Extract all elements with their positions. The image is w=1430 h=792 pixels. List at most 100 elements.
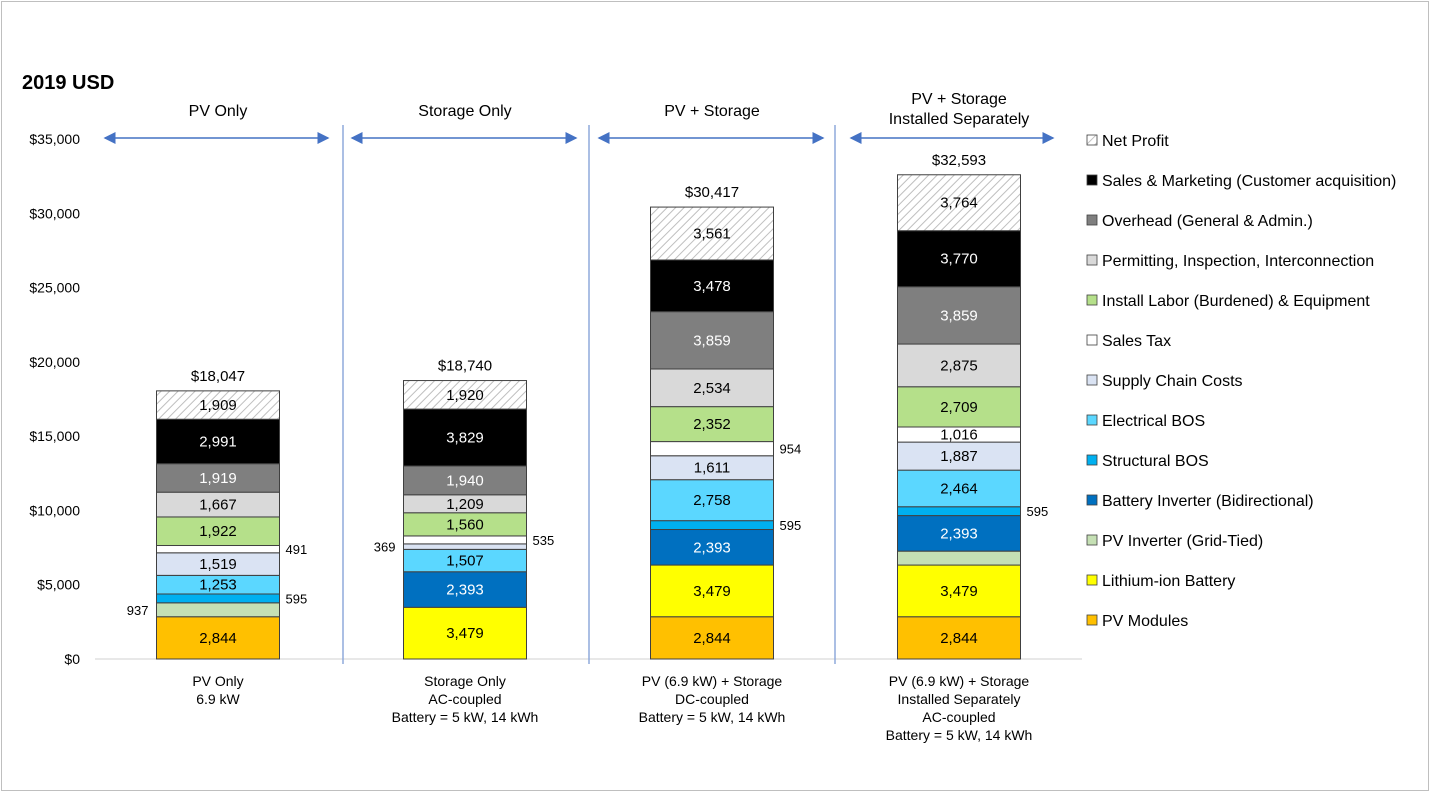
bar-segment: [650, 206, 774, 261]
y-tick-label: $35,000: [29, 131, 80, 147]
total-label: $30,417: [685, 184, 739, 201]
data-label: 2,991: [199, 433, 237, 450]
legend-swatch: [1086, 214, 1098, 226]
data-label: 2,875: [940, 357, 978, 374]
bar-segment: [650, 406, 774, 443]
total-label: $18,740: [438, 358, 492, 375]
legend-label: Net Profit: [1102, 133, 1169, 150]
data-label: 2,844: [693, 630, 731, 647]
bar-segment: [156, 390, 280, 420]
data-label: 3,561: [693, 226, 731, 243]
bar-segment: [650, 616, 774, 660]
data-label: 937: [127, 603, 149, 618]
section-header: PV Only: [189, 103, 248, 120]
bar-segment: [650, 529, 774, 566]
category-label: PV (6.9 kW) + Storage: [889, 673, 1030, 689]
data-label: 1,919: [199, 470, 237, 487]
data-label: 2,534: [693, 380, 731, 397]
total-label: $18,047: [191, 368, 245, 385]
data-label: 954: [780, 442, 802, 457]
y-tick-label: $5,000: [37, 577, 80, 593]
legend-swatch: [1086, 374, 1098, 386]
legend-swatch: [1086, 574, 1098, 586]
bar-segment: [403, 606, 527, 660]
section-header: Installed Separately: [889, 111, 1030, 128]
category-label: Installed Separately: [898, 691, 1021, 707]
legend-label: Battery Inverter (Bidirectional): [1102, 493, 1314, 510]
bar-segment: [156, 545, 280, 554]
legend-label: Install Labor (Burdened) & Equipment: [1102, 293, 1370, 310]
data-label: 491: [286, 542, 308, 557]
data-label: 3,859: [940, 307, 978, 324]
data-label: 369: [374, 540, 396, 555]
data-label: 535: [533, 533, 555, 548]
data-label: 1,887: [940, 448, 978, 465]
category-label: 6.9 kW: [196, 691, 240, 707]
bar-segment: [650, 259, 774, 313]
bar-segment: [403, 571, 527, 608]
data-label: 2,464: [940, 480, 978, 497]
data-label: 2,758: [693, 492, 731, 509]
data-label: 2,393: [446, 582, 484, 599]
chart-title: 2019 USD: [22, 72, 114, 94]
data-label: 1,519: [199, 556, 237, 573]
data-label: 1,920: [446, 387, 484, 404]
bar-segment: [156, 516, 280, 547]
bar-segment: [650, 479, 774, 522]
legend-label: Permitting, Inspection, Interconnection: [1102, 253, 1374, 270]
bar-segment: [650, 441, 774, 457]
y-tick-label: $15,000: [29, 428, 80, 444]
legend-label: Lithium-ion Battery: [1102, 573, 1235, 590]
data-label: 1,253: [199, 577, 237, 594]
data-label: 595: [286, 591, 308, 606]
legend-swatch: [1086, 334, 1098, 346]
bar-segment: [403, 408, 527, 467]
data-label: 1,611: [694, 460, 730, 477]
data-label: 1,209: [446, 496, 484, 513]
bar-segment: [897, 286, 1021, 345]
category-label: PV Only: [192, 673, 243, 689]
legend-label: PV Inverter (Grid-Tied): [1102, 533, 1263, 550]
data-label: 1,016: [940, 427, 978, 444]
total-label: $32,593: [932, 152, 986, 169]
data-label: 3,479: [940, 583, 978, 600]
category-label: AC-coupled: [428, 691, 501, 707]
bar-segment: [897, 550, 1021, 566]
data-label: 3,478: [693, 278, 731, 295]
section-header: PV + Storage: [664, 103, 760, 120]
bar-segment: [156, 593, 280, 604]
y-tick-label: $30,000: [29, 205, 80, 221]
category-label: Battery = 5 kW, 14 kWh: [886, 727, 1033, 743]
data-label: 1,667: [199, 497, 237, 514]
data-label: 3,479: [446, 625, 484, 642]
data-label: 1,909: [199, 397, 237, 414]
data-label: 1,940: [446, 472, 484, 489]
data-label: 595: [1027, 504, 1049, 519]
y-tick-label: $20,000: [29, 354, 80, 370]
data-label: 3,764: [940, 195, 978, 212]
legend-label: Structural BOS: [1102, 453, 1209, 470]
data-label: 595: [780, 518, 802, 533]
legend-label: Electrical BOS: [1102, 413, 1205, 430]
data-label: 3,859: [693, 332, 731, 349]
bar-segment: [403, 380, 527, 410]
bar-segment: [897, 506, 1021, 517]
bar-segment: [897, 469, 1021, 508]
legend-swatch: [1086, 294, 1098, 306]
y-tick-label: $10,000: [29, 502, 80, 518]
legend-label: Overhead (General & Admin.): [1102, 213, 1313, 230]
data-label: 3,479: [693, 583, 731, 600]
bar-segment: [897, 564, 1021, 618]
legend-label: PV Modules: [1102, 613, 1188, 630]
data-label: 3,770: [940, 251, 978, 268]
bar-segment: [897, 515, 1021, 552]
data-label: 3,829: [446, 430, 484, 447]
category-label: Battery = 5 kW, 14 kWh: [392, 709, 539, 725]
category-label: PV (6.9 kW) + Storage: [642, 673, 783, 689]
data-label: 2,393: [940, 525, 978, 542]
y-tick-label: $0: [64, 651, 80, 667]
legend-swatch: [1086, 414, 1098, 426]
bar-segment: [897, 174, 1021, 232]
